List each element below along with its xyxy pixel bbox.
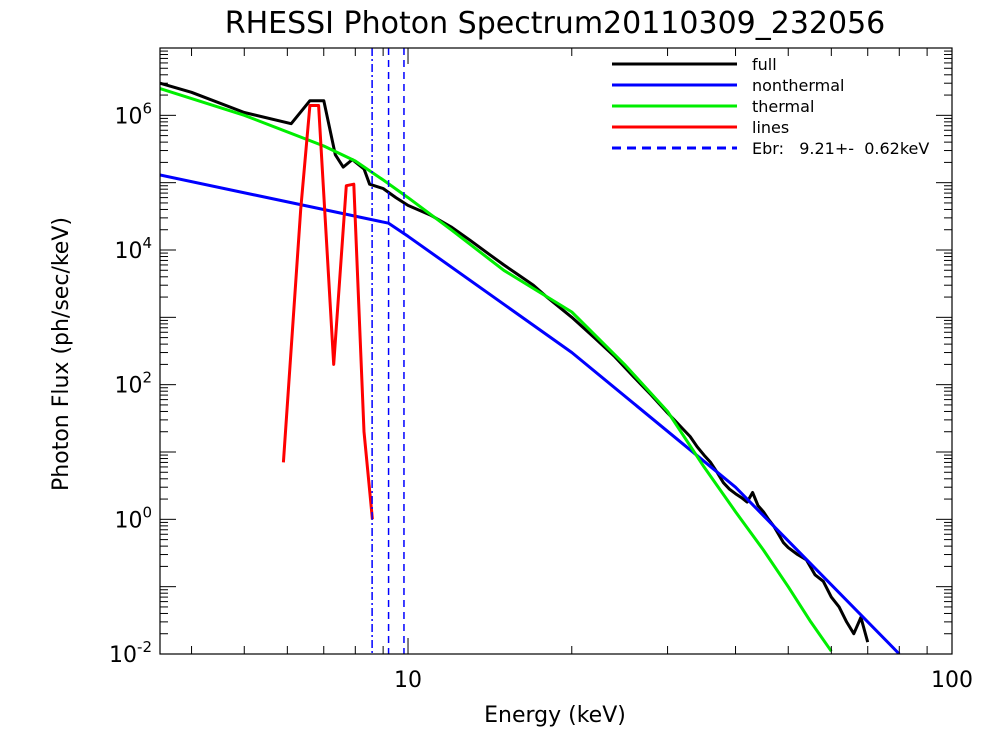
series-thermal-line [160, 87, 833, 653]
series-full-line [160, 81, 870, 643]
y-tick-label: 104 [114, 234, 152, 264]
y-tick-label: 100 [114, 503, 152, 533]
x-tick-label: 10 [394, 668, 422, 693]
x-axis-label: Energy (keV) [484, 703, 626, 728]
chart-title: RHESSI Photon Spectrum20110309_232056 [225, 6, 886, 41]
y-axis-label: Photon Flux (ph/sec/keV) [49, 217, 74, 491]
series-nonthermal-line [160, 173, 901, 654]
y-tick-label: 10-2 [109, 638, 152, 668]
legend-label-2: thermal [752, 97, 814, 116]
y-tick-label: 106 [114, 99, 152, 129]
plot-frame [159, 47, 953, 655]
x-tick-label: 100 [931, 668, 973, 693]
legend-label-3: lines [752, 118, 789, 137]
legend-label-0: full [752, 55, 777, 74]
legend-label-1: nonthermal [752, 76, 844, 95]
legend-label-4: Ebr: 9.21+- 0.62keV [752, 139, 929, 158]
series-lines-line [281, 104, 374, 520]
y-tick-label: 102 [114, 369, 152, 399]
